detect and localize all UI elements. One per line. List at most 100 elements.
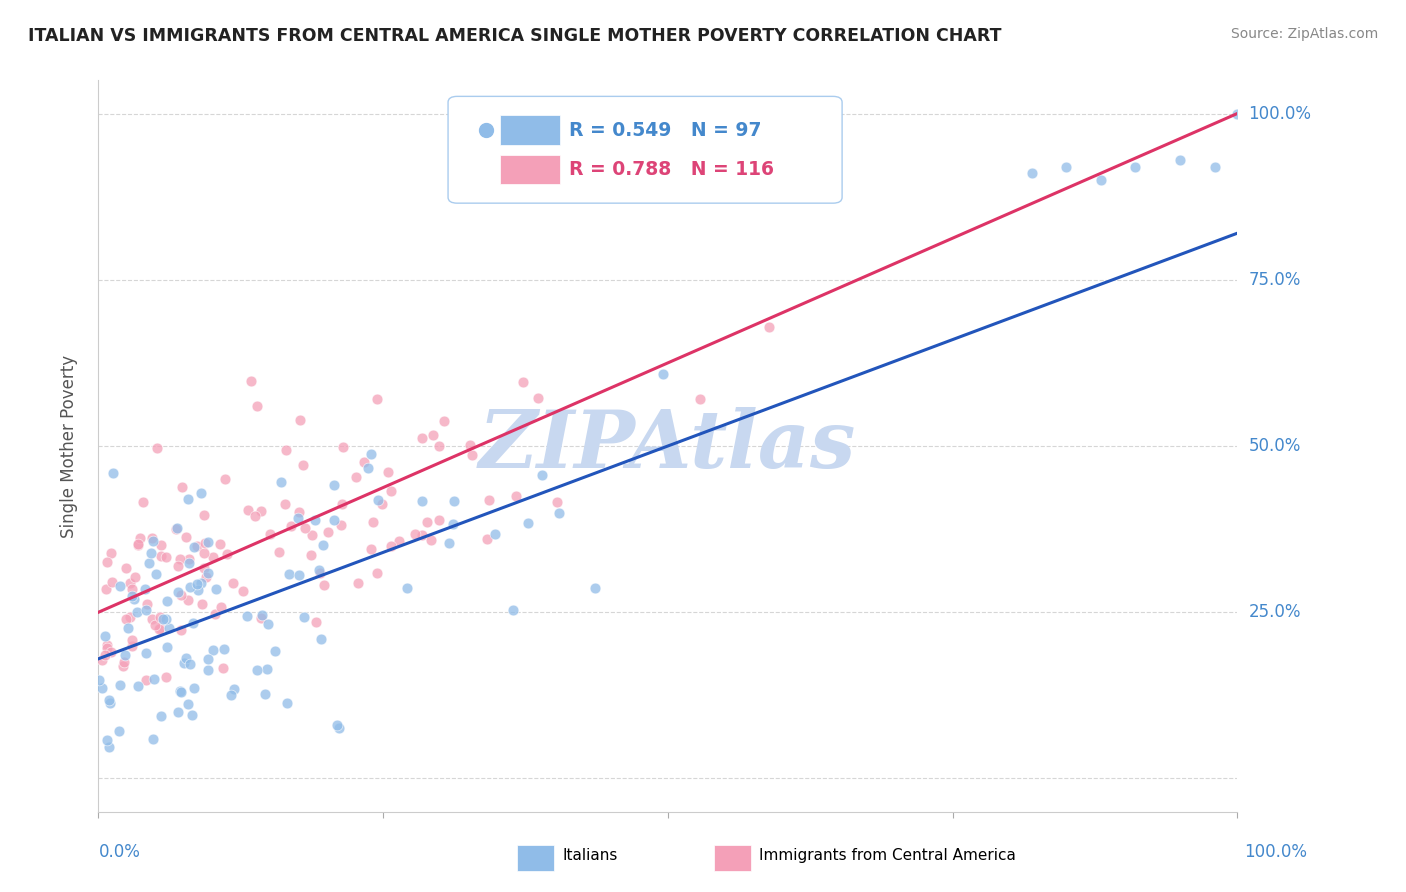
Point (502, 603, 524, 617)
FancyBboxPatch shape (501, 115, 560, 145)
Point (100, 645, 122, 659)
Point (169, 552, 191, 566)
Point (443, 493, 465, 508)
Point (527, 391, 550, 405)
Point (1054, 160, 1078, 174)
Point (1204, 160, 1226, 174)
Point (195, 570, 218, 584)
Point (183, 681, 205, 695)
Y-axis label: Single Mother Poverty: Single Mother Poverty (59, 354, 77, 538)
Point (250, 611, 273, 625)
Point (142, 731, 165, 746)
Point (305, 615, 328, 630)
Point (91, 653, 114, 667)
Point (461, 448, 484, 462)
Point (197, 651, 219, 665)
Point (149, 549, 172, 564)
Point (115, 561, 138, 575)
Point (114, 648, 136, 662)
Point (167, 558, 190, 573)
Point (311, 632, 333, 646)
Point (166, 706, 188, 720)
Point (277, 567, 299, 582)
Point (87, 673, 110, 687)
Point (288, 412, 311, 426)
Point (396, 581, 419, 595)
Point (100, 574, 122, 589)
Point (250, 503, 273, 517)
Text: 50.0%: 50.0% (1249, 437, 1301, 455)
Point (214, 642, 236, 657)
Point (180, 707, 202, 722)
Point (1090, 173, 1112, 187)
Point (148, 622, 170, 636)
Point (121, 589, 143, 603)
Point (443, 516, 465, 531)
Text: R = 0.549   N = 97: R = 0.549 N = 97 (569, 120, 761, 139)
Point (531, 467, 554, 482)
Point (256, 663, 278, 677)
Point (170, 685, 193, 699)
Point (138, 556, 160, 570)
Point (141, 546, 163, 560)
Point (211, 661, 233, 675)
Point (347, 576, 370, 591)
Point (169, 683, 191, 698)
Point (193, 560, 215, 574)
Point (263, 644, 285, 658)
Point (583, 581, 606, 595)
Point (758, 320, 780, 334)
Point (186, 576, 208, 591)
Point (150, 538, 173, 552)
Point (484, 527, 506, 541)
Point (330, 497, 353, 511)
FancyBboxPatch shape (501, 155, 560, 184)
Point (132, 495, 155, 509)
Point (170, 480, 193, 494)
Point (170, 588, 193, 602)
Point (187, 582, 209, 597)
Point (323, 513, 346, 527)
Point (388, 533, 411, 548)
Point (115, 612, 138, 626)
Point (276, 697, 298, 711)
Point (411, 527, 433, 541)
Point (96, 555, 118, 569)
Point (224, 681, 246, 696)
Point (156, 593, 179, 607)
Point (176, 697, 198, 711)
Point (360, 447, 382, 461)
Text: R = 0.788   N = 116: R = 0.788 N = 116 (569, 160, 773, 179)
Point (117, 621, 139, 635)
Point (127, 538, 149, 552)
Point (183, 541, 205, 555)
Point (186, 539, 208, 553)
Point (173, 657, 195, 671)
Point (98, 697, 121, 711)
Point (316, 525, 339, 540)
Point (404, 527, 426, 541)
Text: 100.0%: 100.0% (1249, 104, 1312, 122)
Text: 25.0%: 25.0% (1249, 603, 1301, 621)
Point (134, 582, 156, 596)
Point (166, 520, 188, 534)
Point (517, 516, 540, 531)
Point (1021, 166, 1043, 180)
Point (292, 458, 315, 472)
Point (366, 392, 388, 407)
Point (121, 632, 143, 647)
Point (214, 472, 236, 486)
Point (420, 533, 443, 548)
Point (505, 489, 527, 503)
Point (361, 515, 384, 529)
Point (135, 646, 157, 660)
Point (97, 692, 120, 706)
Point (197, 535, 219, 549)
Point (346, 470, 368, 484)
Point (149, 708, 172, 723)
Point (205, 582, 228, 597)
Point (269, 544, 291, 558)
Point (127, 605, 149, 619)
Point (332, 440, 354, 454)
Point (101, 466, 124, 480)
